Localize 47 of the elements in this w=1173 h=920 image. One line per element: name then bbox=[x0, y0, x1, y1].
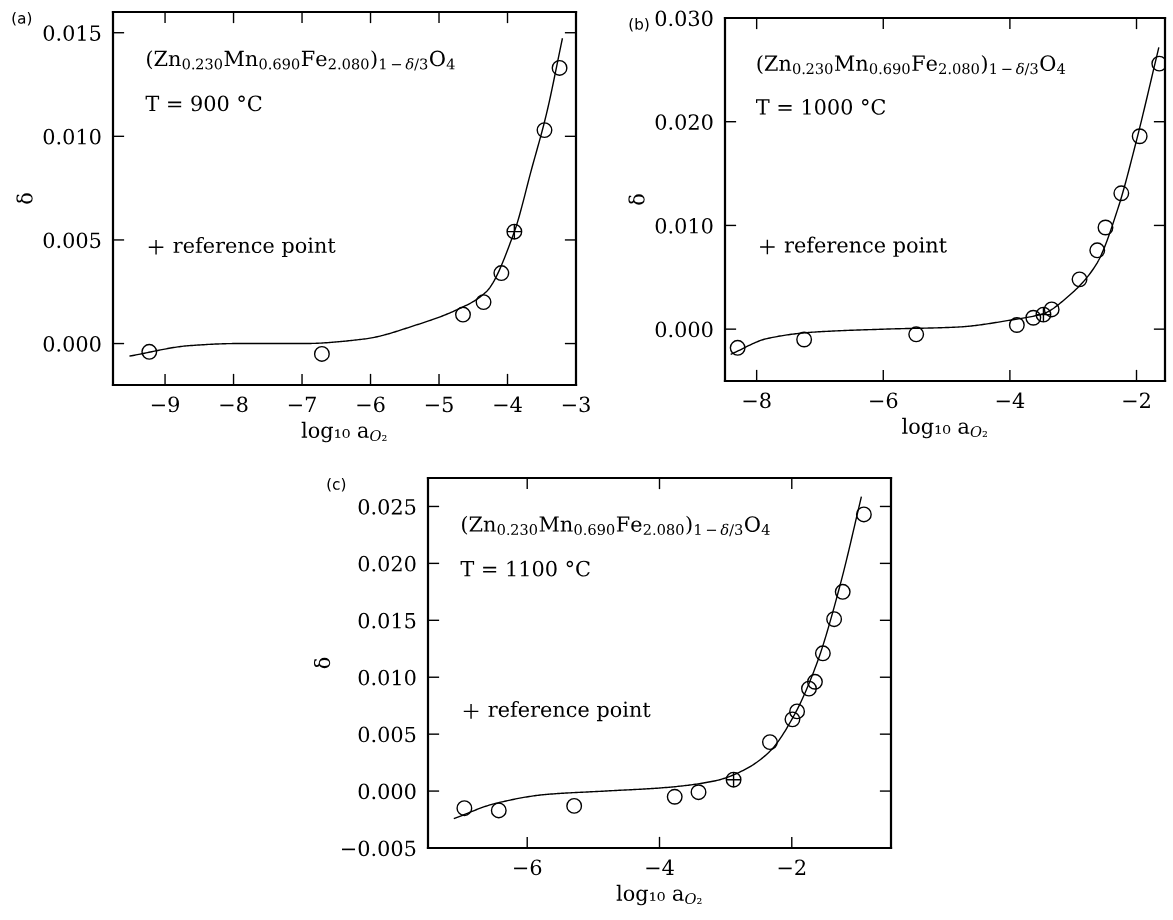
annotation: T = 1000 °C bbox=[756, 99, 886, 115]
y-tick-label: 0.015 bbox=[358, 612, 416, 629]
y-tick-label: 0.000 bbox=[655, 321, 713, 338]
x-axis-title: log₁₀ a$_{O₂}$ bbox=[301, 421, 387, 443]
x-axis-title: log₁₀ a$_{O₂}$ bbox=[616, 884, 702, 906]
y-tick-label: 0.010 bbox=[358, 669, 416, 686]
y-tick-label: 0.020 bbox=[655, 114, 713, 130]
x-tick-label: −9 bbox=[151, 396, 180, 413]
x-tick-label: −2 bbox=[778, 859, 806, 875]
y-axis-title: δ bbox=[628, 194, 645, 205]
x-tick-label: −6 bbox=[514, 859, 542, 876]
x-tick-label: −5 bbox=[425, 396, 453, 413]
y-tick-label: 0.010 bbox=[43, 128, 101, 145]
y-axis-title: δ bbox=[16, 193, 33, 204]
text: (Zn$_{0.230}$Mn$_{0.690}$Fe$_{2.080}$)$_{1−δ/3}$O$_{4}$ bbox=[757, 54, 1066, 76]
x-tick-label: −4 bbox=[494, 396, 522, 412]
y-axis-title: δ bbox=[313, 657, 331, 669]
text: (b) bbox=[629, 18, 649, 32]
x-tick-label: −4 bbox=[996, 392, 1025, 408]
y-tick-label: −0.005 bbox=[342, 840, 416, 857]
y-tick-label: 0.005 bbox=[43, 232, 101, 249]
x-axis-title: log₁₀ a$_{O₂}$ bbox=[902, 417, 987, 439]
text: (a) bbox=[12, 12, 32, 26]
x-tick-label: −6 bbox=[870, 392, 898, 409]
annotation: T = 900 °C bbox=[145, 95, 262, 112]
y-tick-label: 0.000 bbox=[358, 783, 416, 800]
legend-label: reference point bbox=[488, 701, 651, 722]
text: (Zn$_{0.230}$Mn$_{0.690}$Fe$_{2.080}$)$_{1−δ/3}$O$_{4}$ bbox=[462, 515, 770, 537]
legend-label: reference point bbox=[784, 236, 947, 257]
x-tick-label: −8 bbox=[220, 396, 248, 413]
x-tick-label: −6 bbox=[357, 396, 385, 413]
y-tick-label: 0.005 bbox=[358, 726, 416, 743]
annotation: T = 1100 °C bbox=[460, 560, 590, 577]
y-tick-label: 0.020 bbox=[358, 555, 416, 572]
x-tick-label: −4 bbox=[646, 859, 674, 875]
y-tick-label: 0.000 bbox=[43, 336, 101, 352]
y-tick-label: 0.015 bbox=[43, 25, 101, 41]
y-tick-label: 0.030 bbox=[655, 10, 713, 27]
x-tick-label: −7 bbox=[288, 396, 316, 412]
x-tick-label: −2 bbox=[1123, 392, 1150, 408]
x-tick-label: −3 bbox=[562, 396, 590, 413]
x-tick-label: −8 bbox=[743, 392, 771, 409]
text: (Zn$_{0.230}$Mn$_{0.690}$Fe$_{2.080}$)$_{1−δ/3}$O$_{4}$ bbox=[147, 50, 455, 71]
y-tick-label: 0.010 bbox=[655, 217, 713, 234]
y-tick-label: 0.025 bbox=[358, 498, 416, 515]
text: (c) bbox=[327, 478, 346, 492]
legend-label: reference point bbox=[173, 236, 336, 258]
